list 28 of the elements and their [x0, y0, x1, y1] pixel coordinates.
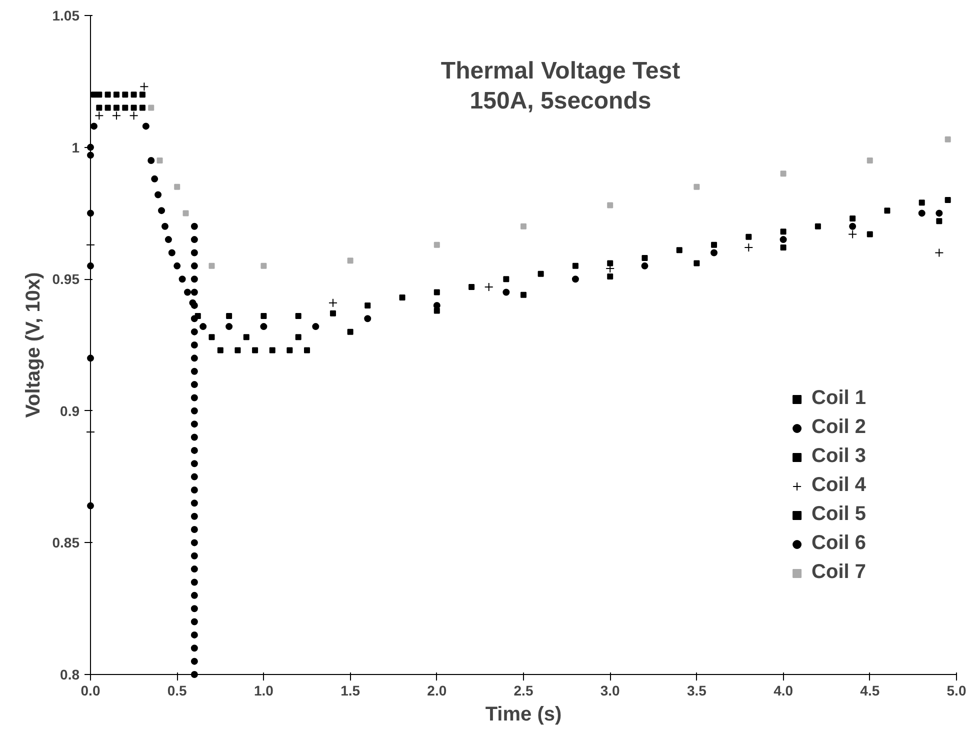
legend-label: Coil 7 — [812, 561, 866, 584]
x-tick-label: 5.0 — [946, 682, 966, 698]
x-tick-label: 1.0 — [254, 682, 274, 698]
x-tick-label: 3.5 — [686, 682, 707, 698]
x-tick-label: 4.5 — [860, 682, 880, 698]
y-tick-label: 1 — [72, 139, 80, 156]
x-tick-label: 0.0 — [80, 682, 100, 698]
y-tick-label: 0.8 — [60, 666, 80, 682]
x-tick-label: 4.0 — [774, 682, 794, 698]
legend-label: Coil 6 — [812, 532, 866, 555]
y-tick-label: 0.85 — [52, 534, 80, 551]
text: Thermal Voltage Test — [440, 58, 680, 84]
x-tick-label: 0.5 — [167, 682, 188, 698]
legend-label: Coil 4 — [812, 474, 866, 497]
text: 150A, 5seconds — [470, 88, 652, 114]
legend-label: Coil 2 — [812, 416, 866, 439]
y-axis-title: Voltage (V, 10x) — [22, 272, 44, 418]
x-tick-label: 2.0 — [427, 682, 447, 698]
legend-label: Coil 5 — [812, 503, 866, 526]
x-tick-label: 1.5 — [340, 682, 360, 698]
legend-label: Coil 3 — [812, 445, 866, 468]
x-axis-title: Time (s) — [485, 704, 562, 726]
y-tick-label: 0.95 — [52, 271, 80, 288]
y-tick-label: 1.05 — [52, 8, 80, 24]
y-tick-label: 0.9 — [60, 402, 80, 419]
legend-label: Coil 1 — [812, 387, 866, 410]
x-tick-label: 2.5 — [514, 682, 534, 698]
x-tick-label: 3.0 — [600, 682, 620, 698]
